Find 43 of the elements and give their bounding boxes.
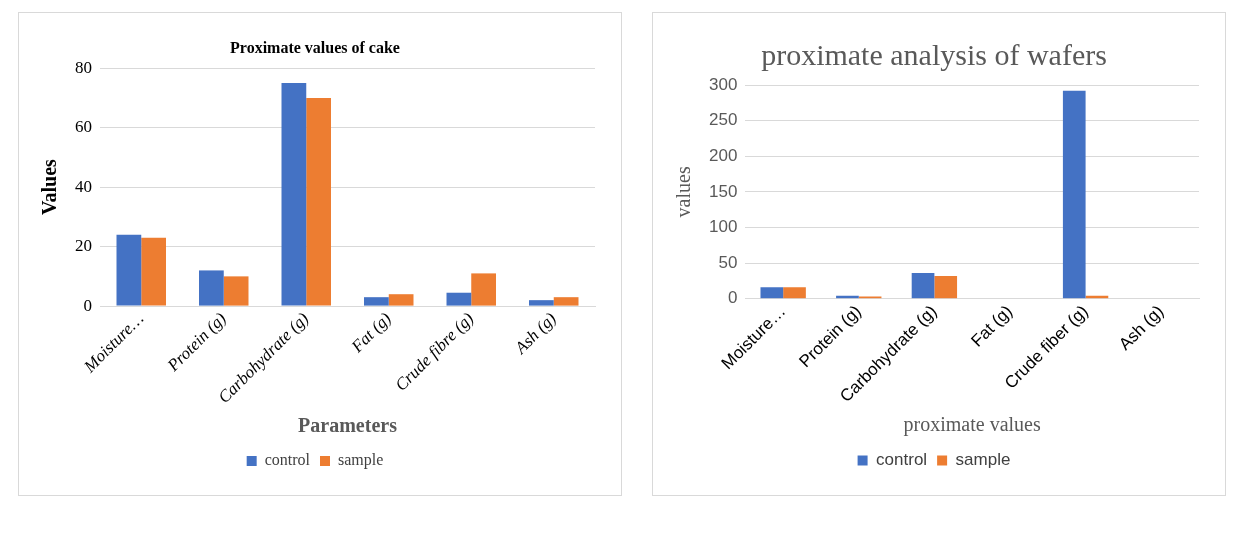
bar [471,273,496,306]
bar [553,297,579,306]
bar [1062,90,1086,299]
bar [529,300,554,306]
y-tick-label: 20 [75,236,92,256]
bar [281,83,307,306]
bar [364,297,389,306]
chart-title: proximate analysis of wafers [761,37,1107,71]
x-tick-label: Fat (g) [967,301,1017,351]
y-tick-label: 60 [75,117,92,137]
y-tick-label: 150 [708,181,738,201]
bar [116,234,142,306]
bar [760,287,784,299]
y-axis-title: values [672,166,695,218]
bar [934,275,958,299]
y-tick-label: 250 [708,110,738,130]
x-axis-title: Parameters [298,414,398,437]
y-tick-label: 100 [708,217,738,237]
legend-label: control [264,451,311,469]
y-tick-label: 0 [83,295,92,315]
legend-label: sample [955,450,1011,470]
bar [306,97,331,306]
y-tick-label: 50 [718,252,738,272]
bar [388,294,414,306]
y-tick-label: 0 [727,288,738,308]
x-tick-label: Fat (g) [346,308,395,357]
bar [911,273,935,299]
x-axis-title: proximate values [903,413,1041,437]
bar [446,292,472,306]
bar [783,287,806,299]
bar [223,276,249,306]
y-tick-label: 200 [708,145,738,165]
bar [199,270,224,306]
x-tick-label: Ash (g) [510,308,560,359]
chart-title: Proximate values of cake [230,38,400,56]
y-tick-label: 80 [75,57,92,77]
y-tick-label: 40 [75,176,92,196]
y-tick-label: 300 [708,74,738,94]
x-tick-label: Ash (g) [1115,301,1168,354]
y-axis-title: Values [38,158,61,216]
legend-label: control [876,450,928,470]
legend-label: sample [338,451,384,470]
bar [141,237,166,306]
